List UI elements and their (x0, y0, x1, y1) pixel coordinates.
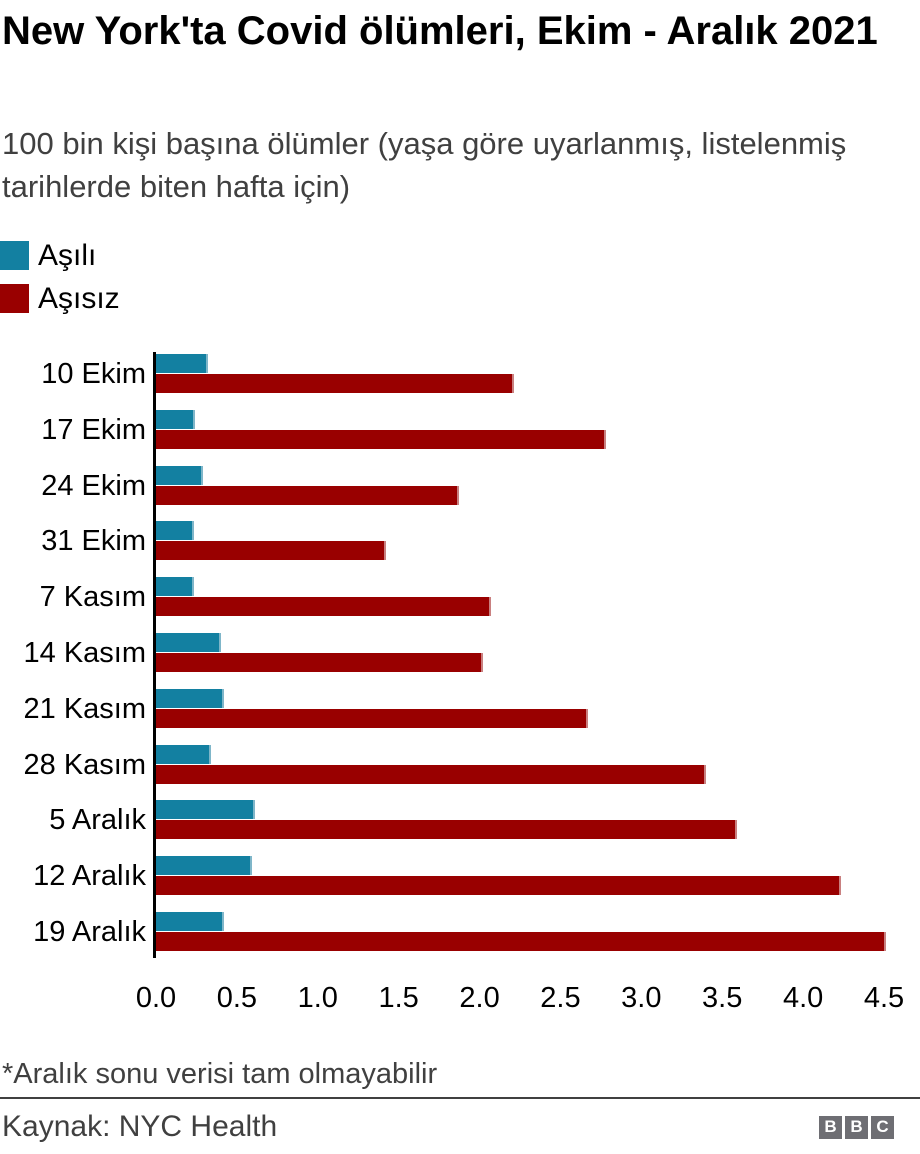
category-label: 24 Ekim (41, 469, 146, 502)
x-tick-label: 1.0 (297, 982, 338, 1014)
unvaccinated-bar (156, 374, 514, 393)
plot-area: 10 Ekim 17 Ekim 24 Ekim 31 Ekim 7 Kasım 14 Ka… (0, 352, 920, 964)
bar-group: 17 Ekim (0, 408, 920, 464)
legend-item-vaccinated: Aşılı (0, 238, 120, 272)
vaccinated-bar (156, 800, 255, 820)
vaccinated-bar (156, 409, 195, 429)
unvaccinated-bar (156, 932, 886, 951)
vaccinated-bar (156, 577, 194, 597)
legend-label-vaccinated: Aşılı (38, 238, 97, 272)
category-label: 14 Kasım (23, 637, 147, 669)
category-label: 7 Kasım (39, 581, 146, 614)
legend-item-unvaccinated: Aşısız (0, 281, 120, 315)
vaccinated-bar (156, 633, 221, 652)
bar-group: 12 Aralık (0, 854, 920, 910)
bar-group: 5 Aralık (0, 798, 920, 854)
x-axis: 0.0 0.5 1.0 1.5 2.0 2.5 3.0 3.5 4.0 4.5 (0, 982, 920, 1018)
y-axis-line (153, 352, 156, 958)
category-label: 19 Aralık (33, 916, 146, 948)
legend-swatch-vaccinated (0, 241, 29, 270)
x-tick-label: 0.0 (135, 982, 177, 1014)
unvaccinated-bar (156, 597, 491, 617)
footer-divider (0, 1097, 920, 1099)
x-tick-label: 4.5 (863, 982, 905, 1014)
unvaccinated-bar (156, 764, 706, 784)
unvaccinated-bar (156, 541, 386, 561)
x-tick-label: 2.0 (459, 982, 500, 1014)
bar-group: 31 Ekim (0, 519, 920, 575)
x-tick-label: 1.5 (378, 982, 419, 1014)
category-label: 5 Aralık (49, 804, 146, 837)
unvaccinated-bar (156, 485, 459, 505)
vaccinated-bar (156, 465, 203, 485)
bbc-logo-letter: B (819, 1115, 842, 1139)
bar-group: 14 Kasım (0, 631, 920, 687)
category-label: 28 Kasım (23, 748, 147, 781)
legend: Aşılı Aşısız (0, 238, 120, 327)
x-tick-label: 4.0 (782, 982, 824, 1014)
x-tick-label: 0.5 (216, 982, 258, 1014)
vaccinated-bar (156, 744, 211, 764)
vaccinated-bar (156, 688, 224, 708)
category-label: 12 Aralık (33, 860, 146, 893)
bar-group: 24 Ekim (0, 464, 920, 520)
category-label: 21 Kasım (23, 692, 147, 725)
bar-group: 7 Kasım (0, 575, 920, 631)
chart-subtitle: 100 bin kişi başına ölümler (yaşa göre u… (2, 126, 847, 205)
category-label: 17 Ekim (41, 413, 146, 446)
unvaccinated-bar (156, 429, 606, 449)
x-tick-label: 3.5 (702, 982, 743, 1014)
x-tick-label: 3.0 (621, 982, 662, 1014)
x-tick-label: 2.5 (540, 982, 581, 1014)
source-text: Kaynak: NYC Health (2, 1110, 278, 1143)
unvaccinated-bar (156, 876, 841, 896)
unvaccinated-bar (156, 708, 588, 728)
legend-label-unvaccinated: Aşısız (38, 281, 120, 315)
vaccinated-bar (156, 856, 252, 876)
footnote: *Aralık sonu verisi tam olmayabilir (2, 1058, 438, 1090)
vaccinated-bar (156, 521, 194, 541)
vaccinated-bar (156, 354, 208, 373)
category-label: 10 Ekim (41, 358, 146, 390)
bar-group: 19 Aralık (0, 910, 920, 966)
unvaccinated-bar (156, 653, 483, 672)
category-label: 31 Ekim (41, 525, 146, 558)
bar-group: 10 Ekim (0, 352, 920, 408)
bbc-logo-letter: C (871, 1115, 894, 1139)
vaccinated-bar (156, 912, 224, 931)
bbc-logo-letter: B (845, 1115, 868, 1139)
legend-swatch-unvaccinated (0, 284, 29, 313)
bar-group: 28 Kasım (0, 743, 920, 799)
bar-group: 21 Kasım (0, 687, 920, 743)
chart-title: New York'ta Covid ölümleri, Ekim - Aralı… (2, 9, 878, 53)
unvaccinated-bar (156, 820, 737, 840)
